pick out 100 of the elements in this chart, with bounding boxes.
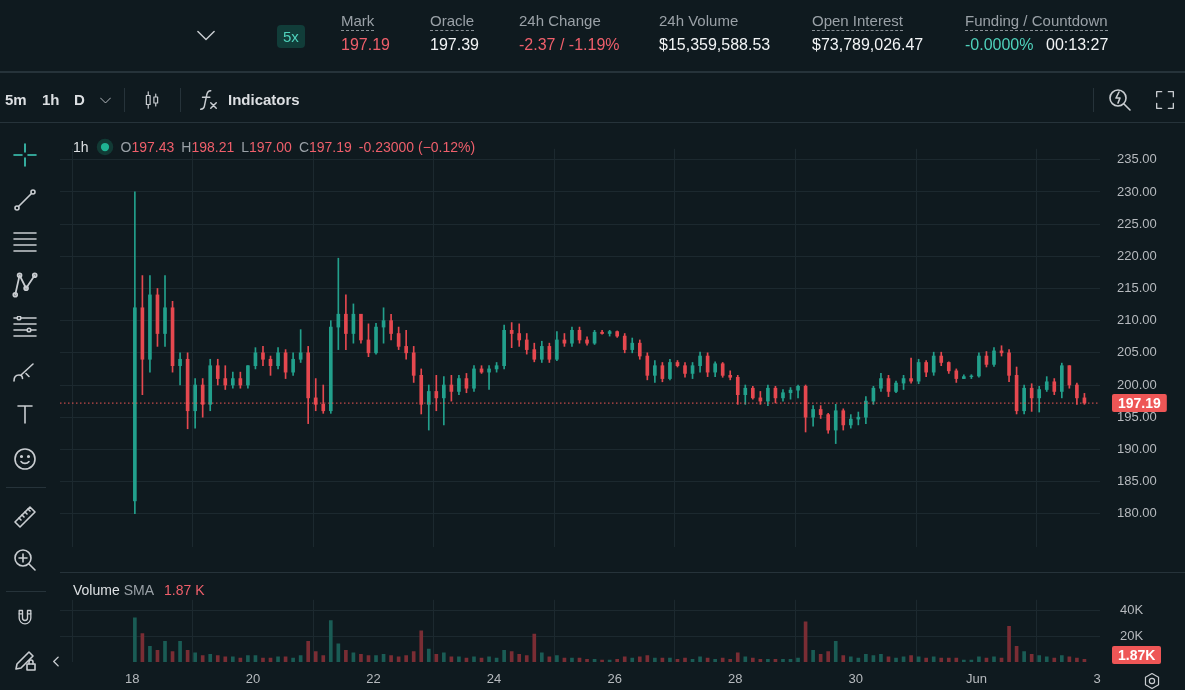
bar — [735, 652, 740, 662]
bar — [178, 640, 182, 662]
bar — [811, 650, 815, 662]
text: -0.0000% — [965, 36, 1034, 55]
bar — [291, 657, 295, 662]
bar — [509, 651, 514, 662]
bar — [1022, 651, 1026, 662]
bar — [321, 655, 326, 662]
text: 00:13:27 — [1046, 36, 1109, 55]
bar — [1059, 655, 1064, 662]
text: Open Interest — [812, 12, 903, 32]
bar — [939, 657, 944, 662]
y-tick-label: 195.00 — [1117, 408, 1157, 424]
text: Funding / Countdown — [965, 12, 1108, 32]
bar — [864, 653, 868, 662]
bar — [532, 633, 537, 662]
bar — [539, 652, 544, 662]
bar — [909, 655, 913, 662]
bar — [457, 656, 461, 662]
bar — [585, 659, 589, 662]
bar — [886, 656, 891, 662]
bar — [781, 659, 785, 662]
y-tick-label: 20K — [1120, 627, 1144, 643]
candlestick — [178, 352, 182, 386]
bar — [1044, 656, 1049, 662]
bar — [193, 652, 197, 662]
bar — [396, 656, 401, 662]
bar — [442, 652, 446, 662]
bar — [622, 656, 627, 662]
candlestick — [909, 357, 913, 384]
text: 5x — [277, 25, 305, 49]
bar — [645, 655, 650, 662]
bar — [306, 640, 311, 662]
bar — [472, 656, 476, 662]
bar — [344, 650, 348, 662]
y-tick-label: 185.00 — [1117, 473, 1157, 489]
y-tick-label: 215.00 — [1117, 280, 1157, 296]
candlestick — [321, 384, 326, 414]
bar — [826, 651, 831, 662]
bar — [517, 653, 522, 662]
y-tick-label: 230.00 — [1117, 183, 1157, 199]
bar — [434, 653, 439, 662]
annotation: C197.19 — [298, 138, 352, 156]
bar — [713, 659, 717, 662]
bar — [231, 656, 235, 662]
bar — [1007, 626, 1011, 662]
text: 1.87K — [1112, 646, 1162, 664]
bar — [615, 659, 620, 662]
bar — [1067, 656, 1072, 662]
bar — [894, 657, 898, 662]
text: Indicators — [228, 91, 300, 109]
text: 1.87 K — [164, 582, 205, 599]
bar — [200, 655, 205, 662]
annotation: -0.23000 (−0.12%) — [358, 138, 476, 156]
text: 24h Volume — [659, 12, 739, 30]
bar — [796, 657, 800, 662]
x-tick-label: 20 — [245, 671, 261, 687]
bar — [600, 659, 604, 662]
candlestick — [404, 329, 408, 360]
bar — [411, 651, 416, 662]
bar — [261, 657, 265, 662]
text: $15,359,588.53 — [659, 36, 771, 55]
bar — [901, 656, 906, 662]
bar — [848, 656, 853, 662]
candlestick — [509, 322, 514, 349]
bar — [879, 653, 883, 662]
bar — [728, 659, 733, 662]
bar — [246, 655, 250, 662]
y-tick-label: 200.00 — [1117, 376, 1157, 392]
candlestick — [434, 375, 439, 412]
bar — [962, 659, 966, 662]
bar — [570, 657, 574, 662]
text: -2.37 / -1.19% — [519, 36, 620, 55]
bar — [426, 648, 431, 662]
text: Mark — [341, 12, 375, 32]
bar — [148, 646, 152, 662]
chart-subtitle: SMA — [123, 582, 155, 599]
candlestick — [313, 378, 318, 412]
bar — [389, 655, 393, 662]
bar — [487, 656, 491, 662]
bar — [374, 655, 378, 662]
bar — [954, 657, 959, 662]
y-tick-label: 205.00 — [1117, 344, 1157, 360]
y-tick-label: 40K — [1120, 601, 1144, 617]
annotation: L197.00 — [241, 138, 292, 156]
bar — [555, 655, 559, 662]
bar — [1052, 657, 1057, 662]
bar — [313, 651, 318, 662]
x-tick-label: 3 — [1093, 671, 1101, 687]
text: 197.39 — [430, 36, 479, 55]
bar — [163, 640, 167, 662]
text: Oracle — [430, 12, 475, 32]
bar — [916, 656, 921, 662]
bar — [630, 657, 635, 662]
bar — [404, 655, 408, 662]
y-tick-label: 235.00 — [1117, 151, 1157, 167]
bar — [524, 655, 529, 662]
bar — [359, 653, 363, 662]
annotation: O197.43 — [120, 138, 175, 156]
bar — [751, 657, 755, 662]
